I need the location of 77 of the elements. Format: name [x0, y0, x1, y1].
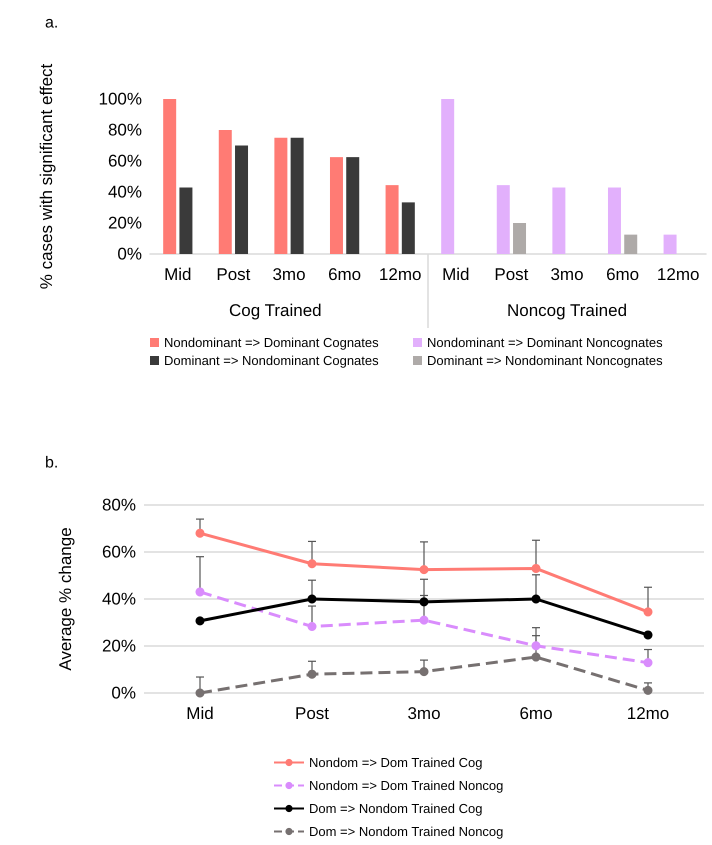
- point: [420, 597, 428, 606]
- x-tick-label: 6mo: [328, 265, 362, 284]
- bar: [330, 157, 343, 254]
- x-tick-label: 3mo: [272, 265, 306, 284]
- x-tick-label: 3mo: [407, 704, 441, 723]
- x-tick-label: 12mo: [656, 265, 700, 284]
- bar: [402, 202, 415, 254]
- bar: [179, 188, 192, 254]
- point: [196, 688, 204, 698]
- bar: [513, 223, 526, 254]
- x-tick-label: Post: [294, 704, 330, 723]
- y-tick-label: 80%: [108, 120, 142, 140]
- point: [644, 630, 652, 640]
- y-axis-title: Average % change: [56, 527, 75, 671]
- text: Cog Trained: [229, 301, 322, 320]
- y-tick-label: 80%: [102, 496, 136, 514]
- x-tick-label: Mid: [442, 265, 470, 284]
- point: [420, 616, 428, 625]
- point: [644, 607, 652, 616]
- bar: [218, 130, 232, 254]
- legend-label: Dom => Nondom Trained Noncog: [309, 824, 504, 839]
- chart-title: b.: [45, 454, 58, 472]
- point: [308, 594, 316, 604]
- y-tick-label: 40%: [102, 590, 136, 608]
- bar: [163, 99, 176, 254]
- x-tick-label: 12mo: [378, 265, 422, 284]
- legend-label: Nondominant => Dominant Noncognates: [427, 335, 664, 350]
- bar: [664, 234, 677, 254]
- bar: [290, 138, 304, 254]
- bar: [346, 157, 360, 254]
- bar: [274, 138, 288, 254]
- legend-label: Nondominant => Dominant Cognates: [164, 335, 380, 350]
- y-tick-label: 60%: [108, 152, 142, 170]
- y-tick-label: 40%: [108, 182, 142, 202]
- point: [420, 667, 428, 676]
- bar: [386, 185, 399, 254]
- y-tick-label: 20%: [108, 214, 142, 232]
- bar: [441, 99, 454, 254]
- chart-title: a.: [45, 14, 58, 32]
- x-tick-label: Post: [216, 265, 251, 284]
- point: [644, 686, 652, 695]
- x-tick-label: 3mo: [550, 265, 584, 284]
- point: [532, 641, 540, 650]
- x-tick-label: Post: [494, 265, 529, 284]
- legend-label: Dominant => Nondominant Noncognates: [427, 353, 664, 368]
- y-tick-label: 60%: [102, 542, 136, 562]
- point: [532, 594, 540, 604]
- legend-label: Dominant => Nondominant Cognates: [164, 353, 380, 368]
- point: [308, 622, 316, 631]
- legend-label: Nondom => Dom Trained Cog: [309, 755, 482, 770]
- legend-label: Dom => Nondom Trained Cog: [309, 801, 482, 816]
- x-tick-label: 6mo: [606, 265, 640, 284]
- point: [420, 565, 428, 574]
- y-tick-label: 100%: [98, 90, 142, 108]
- bar: [608, 188, 621, 254]
- bar: [235, 146, 248, 254]
- point: [196, 528, 204, 538]
- x-tick-label: Mid: [186, 704, 214, 723]
- bar: [552, 188, 566, 254]
- text: Noncog Trained: [507, 301, 628, 320]
- y-axis-title: % cases with significant effect: [37, 63, 56, 290]
- point: [532, 564, 540, 573]
- legend-label: Nondom => Dom Trained Noncog: [309, 778, 504, 793]
- point: [196, 587, 204, 596]
- bar: [624, 234, 638, 254]
- point: [308, 559, 316, 568]
- point: [532, 652, 540, 662]
- point: [308, 670, 316, 679]
- y-tick-label: 0%: [111, 684, 136, 702]
- y-tick-label: 0%: [117, 244, 142, 264]
- point: [196, 616, 204, 626]
- point: [644, 658, 652, 668]
- x-tick-label: Mid: [164, 265, 192, 284]
- x-tick-label: 12mo: [626, 704, 670, 723]
- x-tick-label: 6mo: [519, 704, 553, 723]
- bar: [496, 185, 510, 254]
- y-tick-label: 20%: [102, 636, 136, 656]
